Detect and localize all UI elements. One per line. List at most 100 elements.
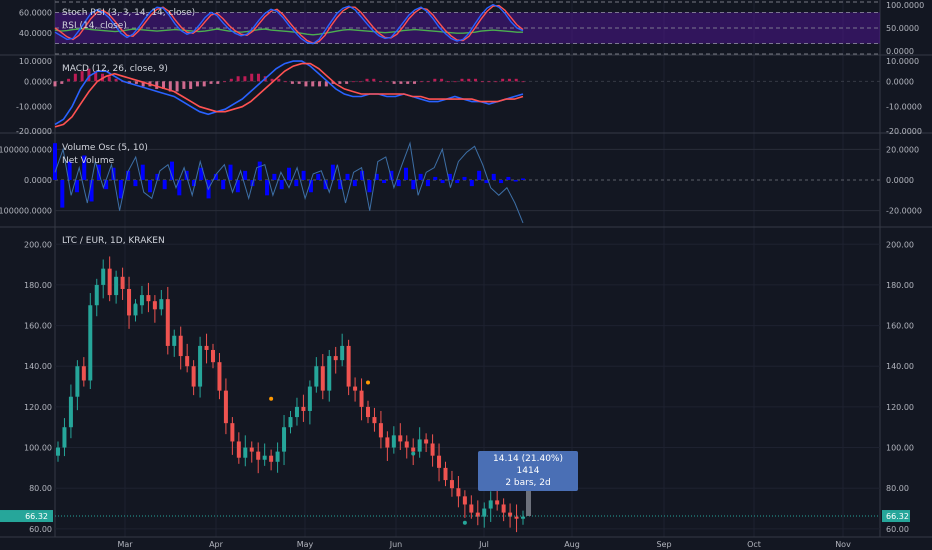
candle-body	[508, 512, 513, 517]
candle-body	[133, 305, 138, 316]
candle-body	[146, 295, 151, 302]
price-tick-left: 140.00	[24, 362, 52, 371]
time-tick: Jun	[389, 540, 403, 549]
candle-body	[101, 268, 106, 285]
candle-body	[307, 386, 312, 411]
measure-range-bar	[526, 488, 531, 517]
macd-histogram-bar	[189, 81, 193, 89]
macd-histogram-bar	[134, 81, 138, 84]
macd-histogram-bar	[412, 81, 416, 84]
macd-histogram-bar	[53, 81, 57, 87]
price-tick-right: 80.00	[886, 484, 909, 493]
candle-body	[462, 496, 467, 505]
candle-body	[165, 299, 170, 346]
candle-body	[430, 443, 435, 456]
candle-body	[488, 500, 493, 509]
candle-body	[256, 451, 261, 460]
macd-histogram-bar	[107, 76, 111, 82]
net-volume-bar	[126, 170, 131, 180]
candle-body	[288, 417, 293, 428]
macd-histogram-bar	[467, 78, 471, 82]
net-volume-bar	[345, 173, 350, 180]
candle-body	[314, 366, 319, 387]
net-volume-bar	[352, 180, 357, 187]
net-volume-bar	[155, 173, 160, 180]
macd-histogram-bar	[331, 81, 335, 84]
candle-body	[152, 301, 157, 310]
candle-body	[178, 335, 183, 357]
candle-body	[449, 480, 454, 489]
candle-body	[437, 455, 442, 468]
candle-body	[294, 406, 299, 418]
candle-body	[353, 386, 358, 391]
net-volume-bar	[462, 176, 467, 180]
net-volume-bar	[440, 180, 445, 184]
net-volume-bar	[294, 180, 299, 187]
candle-body	[424, 439, 429, 444]
candle-body	[269, 455, 274, 462]
measure-line-2: 2 bars, 2d	[505, 478, 551, 488]
candle-body	[127, 288, 132, 316]
stoch-tick-right: 100.0000	[886, 1, 924, 10]
macd-histogram-bar	[284, 81, 288, 83]
net-volume-bar	[53, 143, 57, 180]
candle-body	[346, 345, 351, 387]
net-volume-bar	[104, 180, 109, 190]
macd-histogram-bar	[480, 81, 484, 83]
stoch-series-line	[54, 3, 524, 45]
net-volume-bar	[418, 173, 423, 180]
candle-body	[191, 366, 196, 387]
net-volume-bar	[499, 180, 504, 184]
macd-histogram-bar	[324, 81, 328, 87]
macd-histogram-bar	[487, 81, 491, 83]
net-volume-bar	[323, 180, 328, 190]
candle-body	[120, 276, 125, 289]
macd-histogram-bar	[392, 81, 396, 84]
net-volume-bar	[257, 161, 262, 180]
candle-body	[243, 447, 248, 458]
vol-tick-left: 100000.0000	[0, 145, 52, 154]
candle-body	[81, 366, 86, 381]
net-volume-bar	[213, 173, 218, 180]
net-volume-bar	[506, 176, 511, 180]
net-volume-bar	[389, 170, 394, 180]
macd-histogram-bar	[318, 81, 322, 87]
candle-body	[249, 447, 254, 452]
vol-tick-left: -100000.0000	[0, 207, 52, 216]
macd-histogram-bar	[365, 78, 369, 82]
candle-body	[198, 345, 203, 387]
last-price-badge-right	[882, 510, 910, 523]
macd-histogram-bar	[229, 78, 233, 82]
macd-histogram-bar	[419, 81, 423, 83]
price-marker	[133, 303, 138, 308]
candle-body	[94, 284, 99, 306]
candle-body	[236, 441, 241, 458]
time-tick: Mar	[117, 540, 133, 549]
stoch-tick-left: 40.0000	[19, 29, 52, 38]
candle-body	[262, 455, 267, 460]
macd-histogram-bar	[182, 81, 186, 89]
price-marker	[411, 451, 416, 456]
macd-histogram-bar	[209, 81, 213, 84]
candle-body	[68, 396, 73, 428]
macd-histogram-bar	[501, 78, 505, 82]
price-tick-right: 200.00	[886, 240, 914, 249]
candle-body	[139, 295, 144, 306]
macd-tick-right: -10.0000	[886, 103, 922, 112]
price-marker	[462, 520, 467, 525]
price-tick-left: 100.00	[24, 444, 52, 453]
macd-histogram-bar	[290, 81, 294, 84]
net-volume-bar	[67, 161, 72, 180]
macd-histogram-bar	[521, 81, 525, 83]
macd-histogram-bar	[175, 81, 179, 92]
time-tick: Apr	[209, 540, 224, 549]
macd-histogram-bar	[460, 78, 464, 82]
macd-histogram-bar	[474, 78, 478, 82]
time-tick: Aug	[564, 540, 580, 549]
last-price-label-left: 66.32	[25, 512, 48, 521]
candle-body	[521, 516, 525, 519]
net-volume-bar	[360, 170, 365, 180]
net-volume-bar	[60, 180, 65, 208]
macd-histogram-bar	[358, 81, 362, 83]
